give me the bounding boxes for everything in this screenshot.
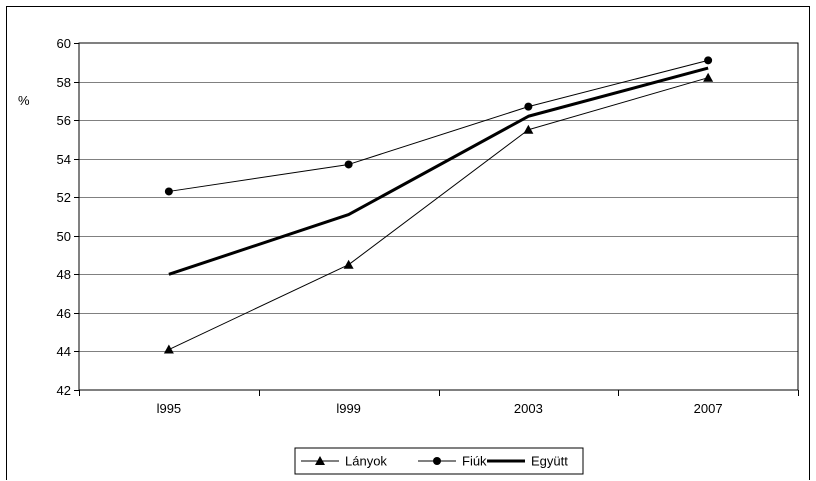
data-point: [704, 56, 713, 65]
data-point: [164, 187, 173, 196]
gridlines: [79, 82, 798, 352]
legend-label: Lányok: [345, 454, 387, 469]
data-point: [523, 124, 534, 134]
y-tick-labels: 42 44 46 48 50 52 54 56 58 60: [57, 36, 71, 398]
legend-label: Együtt: [531, 454, 568, 469]
data-point: [163, 344, 174, 354]
y-tick-label: 44: [57, 344, 71, 359]
x-tick-labels: l995 l999 2003 2007: [157, 401, 723, 416]
y-tick-label: 52: [57, 190, 71, 205]
series-line: [168, 77, 709, 350]
series-line: [168, 66, 709, 276]
y-axis-label: %: [18, 93, 30, 108]
y-tick-label: 58: [57, 75, 71, 90]
y-tick-label: 54: [57, 152, 71, 167]
data-point: [703, 72, 714, 82]
y-tick-label: 56: [57, 113, 71, 128]
y-tick-label: 46: [57, 306, 71, 321]
legend-marker: [315, 456, 325, 465]
y-tick-label: 50: [57, 229, 71, 244]
y-tick-label: 42: [57, 383, 71, 398]
data-point: [524, 102, 533, 111]
y-tick-label: 48: [57, 267, 71, 282]
data-point: [343, 259, 354, 269]
x-tick-label: l995: [157, 401, 182, 416]
series-line: [168, 59, 709, 192]
x-tick-label: 2007: [694, 401, 723, 416]
legend-label: Fiúk: [462, 454, 487, 469]
x-tick-label: l999: [336, 401, 361, 416]
series-lines: [163, 56, 714, 354]
y-tick-label: 60: [57, 36, 71, 51]
chart-frame: [6, 6, 810, 480]
axes: [74, 42, 799, 396]
legend-marker: [433, 457, 441, 465]
x-tick-label: 2003: [514, 401, 543, 416]
plot-area: [78, 42, 799, 391]
legend: Lányok Fiúk Együtt: [294, 447, 584, 475]
data-point: [344, 160, 353, 169]
